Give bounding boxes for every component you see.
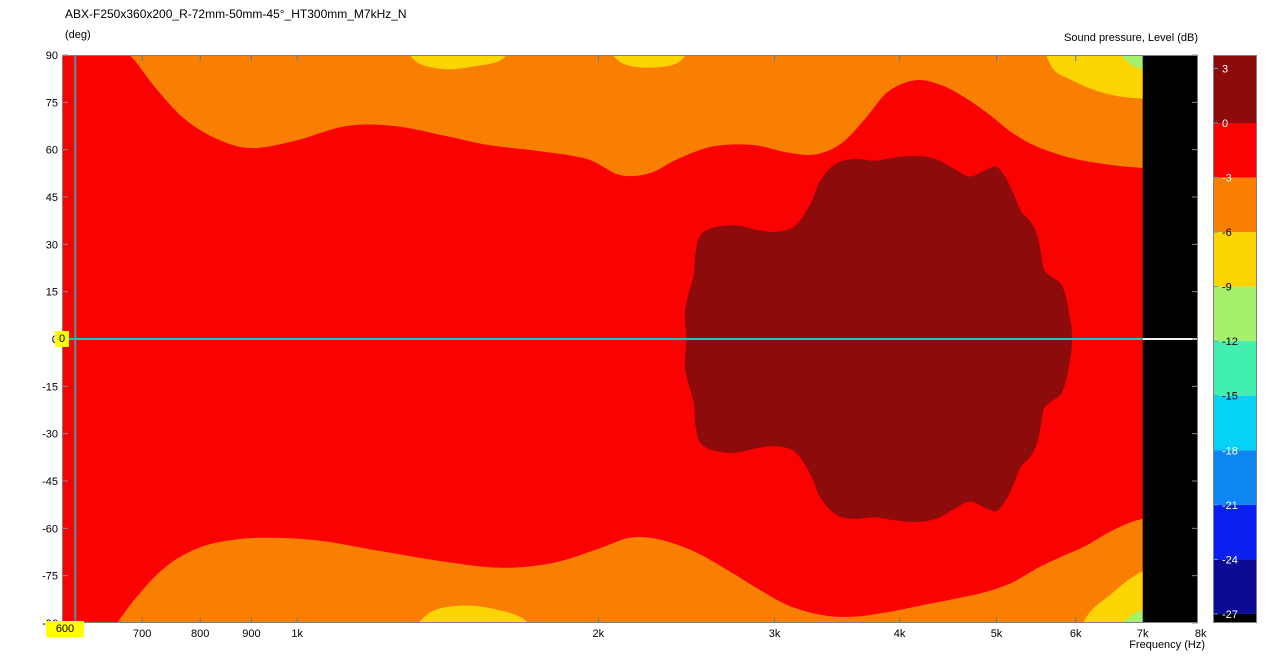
colorbar-band-navy bbox=[1213, 559, 1257, 614]
region-band-m9-m6-bottom-1p5k bbox=[418, 605, 528, 623]
colorbar-band-dodgerblue bbox=[1213, 450, 1257, 505]
colorbar-level-label: -18 bbox=[1222, 445, 1238, 457]
x-tick-label: 800 bbox=[191, 628, 209, 640]
y-tick-label: -60 bbox=[42, 523, 58, 535]
y-axis-unit-label: (deg) bbox=[65, 29, 91, 41]
colorbar-level-label: -3 bbox=[1222, 173, 1232, 185]
x-tick-label: 5k bbox=[991, 628, 1003, 640]
colorbar-frame bbox=[1213, 55, 1257, 623]
colorbar-level-label: 3 bbox=[1222, 63, 1228, 75]
colorbar-band-springgreen bbox=[1213, 341, 1257, 396]
x-tick-label: 8k bbox=[1195, 628, 1207, 640]
x-tick-label: 2k bbox=[593, 628, 605, 640]
colorbar-band-black bbox=[1213, 613, 1257, 623]
colorbar-level-label: 0 bbox=[1222, 118, 1228, 130]
region-band-m6-m3-top bbox=[129, 55, 1198, 177]
x-tick-label: 6k bbox=[1070, 628, 1082, 640]
x-tick-label: 7k bbox=[1137, 628, 1149, 640]
y-tick-label: 0 bbox=[52, 334, 58, 346]
x-tick-label: 700 bbox=[133, 628, 151, 640]
y-tick-label: 60 bbox=[46, 145, 58, 157]
y-tick-label: -30 bbox=[42, 429, 58, 441]
y-tick-label: -75 bbox=[42, 571, 58, 583]
y-tick-label: 90 bbox=[46, 50, 58, 62]
colorbar-level-label: -9 bbox=[1222, 282, 1232, 294]
y-tick-label: 15 bbox=[46, 287, 58, 299]
colorbar-level-label: -27 bbox=[1222, 609, 1238, 621]
x-tick-label: 3k bbox=[769, 628, 781, 640]
region-band-m9-m6-top-1p4k bbox=[409, 55, 507, 70]
x-tick-label: 1k bbox=[291, 628, 303, 640]
colorbar-band-lightgreen bbox=[1213, 286, 1257, 342]
chart-title: ABX-F250x360x200_R-72mm-50mm-45°_HT300mm… bbox=[65, 7, 407, 21]
x-tick-label: 4k bbox=[894, 628, 906, 640]
y-tick-label: -45 bbox=[42, 476, 58, 488]
colorbar-band-yellow bbox=[1213, 232, 1257, 287]
y-tick-label: 45 bbox=[46, 192, 58, 204]
y-tick-label: -15 bbox=[42, 381, 58, 393]
colorbar-band-cyan bbox=[1213, 395, 1257, 451]
colorbar-level-label: -21 bbox=[1222, 500, 1238, 512]
colorbar-title: Sound pressure, Level (dB) bbox=[1064, 32, 1198, 44]
cursor-angle-readout[interactable]: 0 bbox=[55, 331, 69, 347]
colorbar-band-orange bbox=[1213, 177, 1257, 233]
colorbar-level-label: -12 bbox=[1222, 336, 1238, 348]
x-tick-label: 900 bbox=[242, 628, 260, 640]
region-band-m9-m6-top-2p2k bbox=[612, 55, 687, 68]
cursor-frequency-readout[interactable]: 600 bbox=[46, 621, 84, 637]
colorbar-band-red bbox=[1213, 123, 1257, 178]
colorbar-level-label: -6 bbox=[1222, 227, 1232, 239]
colorbar-band-blue bbox=[1213, 504, 1257, 560]
region-band-m6-m3-bottom bbox=[116, 507, 1198, 623]
colorbar-band-darkred bbox=[1213, 55, 1257, 123]
y-tick-label: 75 bbox=[46, 97, 58, 109]
contour-field bbox=[62, 55, 1198, 623]
colorbar-level-label: -24 bbox=[1222, 554, 1238, 566]
x-axis-label: Frequency (Hz) bbox=[1129, 639, 1205, 651]
colorbar-level-label: -15 bbox=[1222, 391, 1238, 403]
y-tick-label: 30 bbox=[46, 239, 58, 251]
